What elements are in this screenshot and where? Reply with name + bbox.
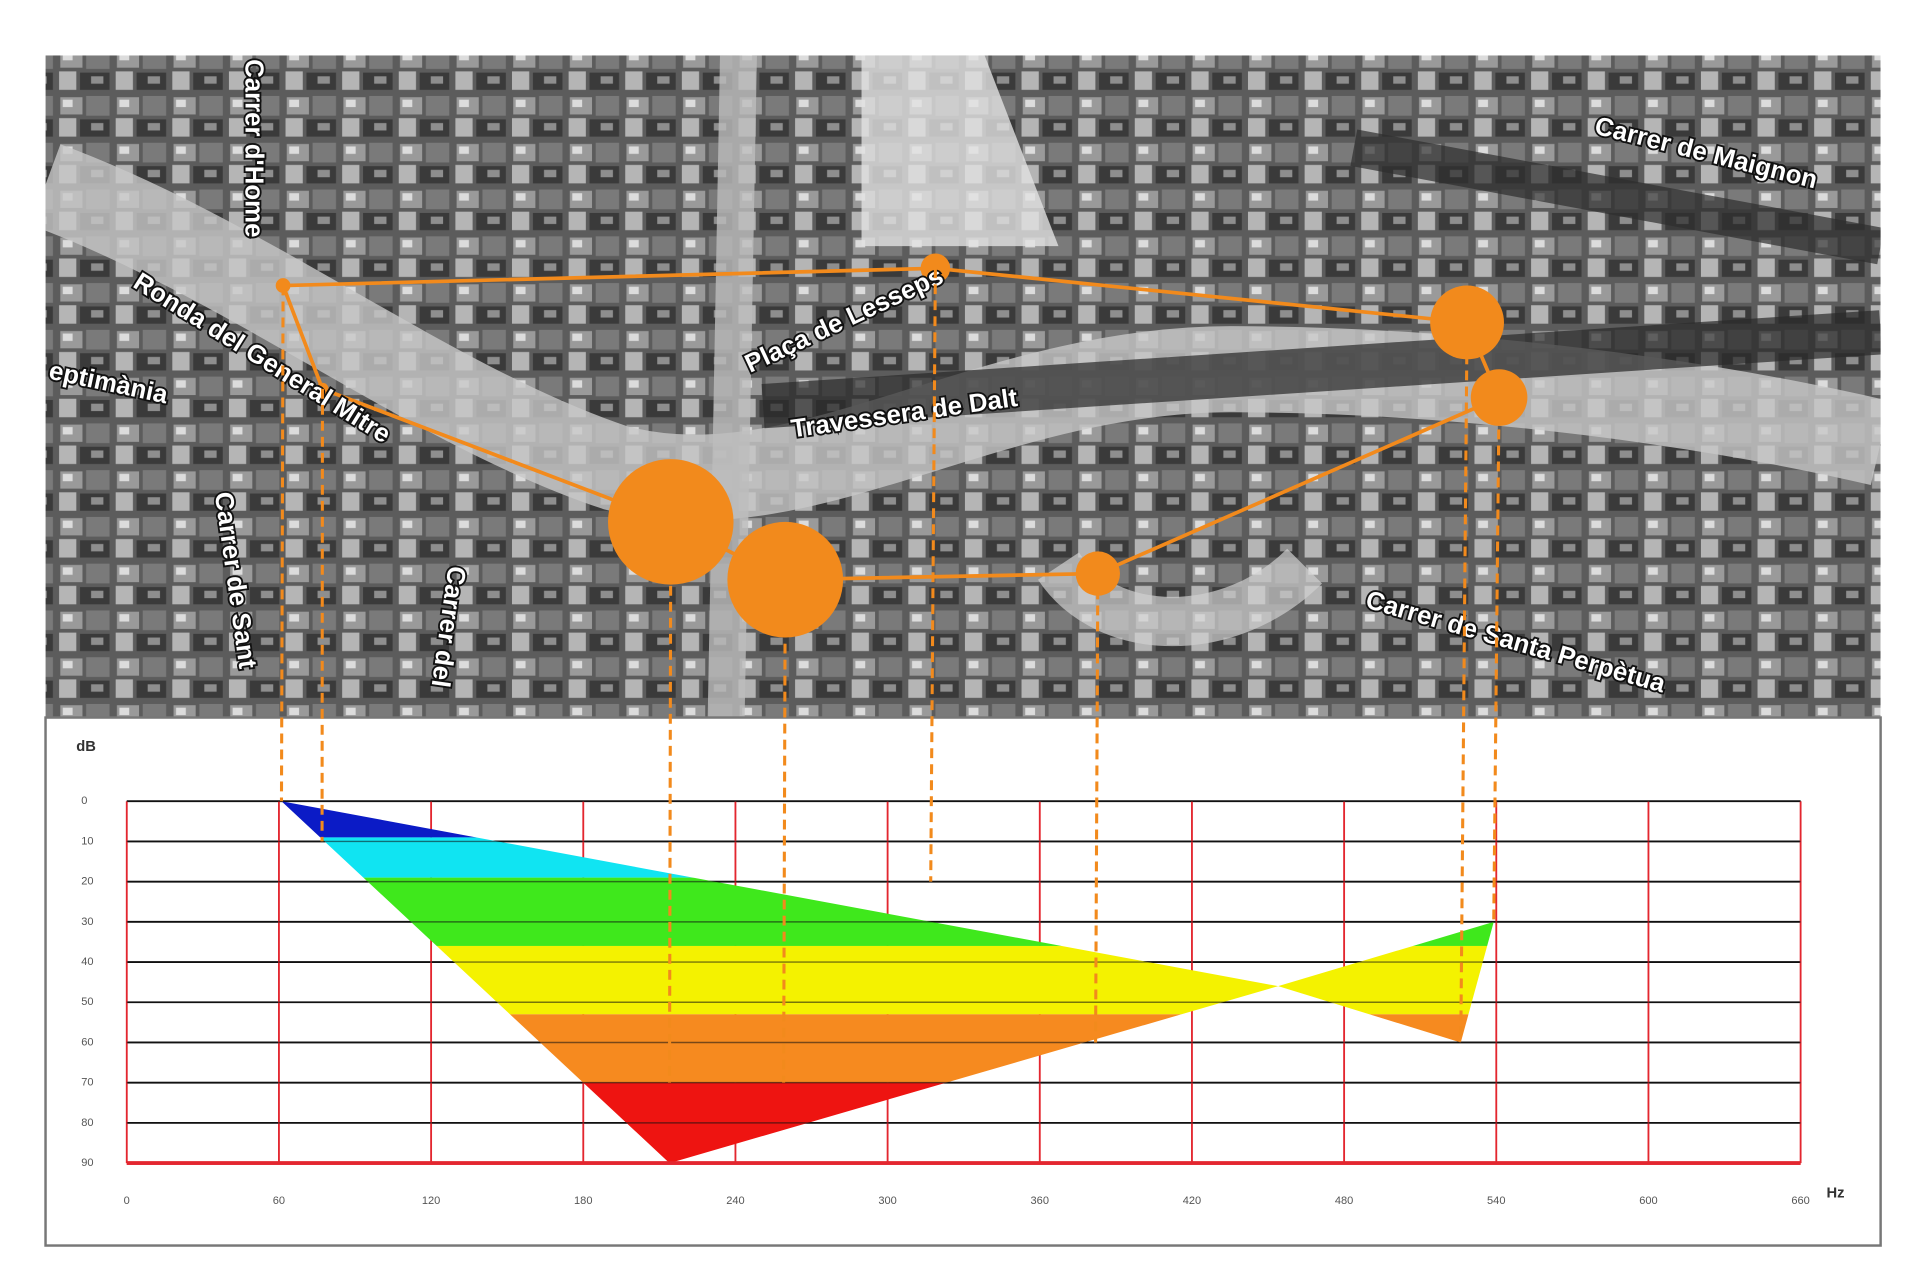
measurement-point — [608, 459, 734, 585]
road — [761, 310, 1881, 429]
measurement-link — [667, 521, 673, 1083]
x-tick-label: 480 — [1335, 1195, 1353, 1207]
x-tick-label: 240 — [726, 1195, 744, 1207]
measurement-link — [929, 268, 937, 882]
road — [45, 144, 1881, 521]
x-tick-label: 660 — [1791, 1195, 1809, 1207]
road — [707, 55, 757, 718]
road — [1037, 548, 1323, 647]
road — [1350, 129, 1881, 265]
x-tick-label: 360 — [1031, 1195, 1049, 1207]
measurement-link — [1459, 322, 1469, 1043]
x-tick-label: 60 — [273, 1195, 285, 1207]
measurement-point — [727, 521, 844, 638]
x-tick-label: 540 — [1487, 1195, 1505, 1207]
measurement-link — [1094, 573, 1100, 1043]
y-tick-label: 80 — [81, 1117, 93, 1129]
y-tick-label: 50 — [81, 996, 93, 1008]
x-tick-label: 420 — [1183, 1195, 1201, 1207]
y-tick-label: 30 — [81, 916, 93, 928]
street-label: Carrer d'Home — [239, 59, 267, 237]
aerial-map — [45, 55, 1881, 718]
y-tick-label: 40 — [81, 956, 93, 968]
x-tick-label: 180 — [574, 1195, 592, 1207]
y-tick-label: 10 — [81, 835, 93, 847]
x-axis-label: Hz — [1826, 1186, 1844, 1202]
x-tick-label: 300 — [878, 1195, 896, 1207]
y-tick-label: 90 — [81, 1157, 93, 1169]
y-tick-label: 70 — [81, 1077, 93, 1089]
measurement-link — [782, 579, 787, 1083]
measurement-link — [1492, 397, 1501, 922]
y-axis-label: dB — [76, 739, 96, 755]
x-tick-label: 120 — [422, 1195, 440, 1207]
measurement-point — [275, 278, 291, 293]
x-tick-label: 0 — [124, 1195, 130, 1207]
y-tick-label: 0 — [81, 795, 87, 807]
y-tick-label: 20 — [81, 876, 93, 888]
measurement-link — [279, 285, 285, 802]
y-tick-label: 60 — [81, 1036, 93, 1048]
plaza — [861, 55, 1059, 247]
x-tick-label: 600 — [1639, 1195, 1657, 1207]
